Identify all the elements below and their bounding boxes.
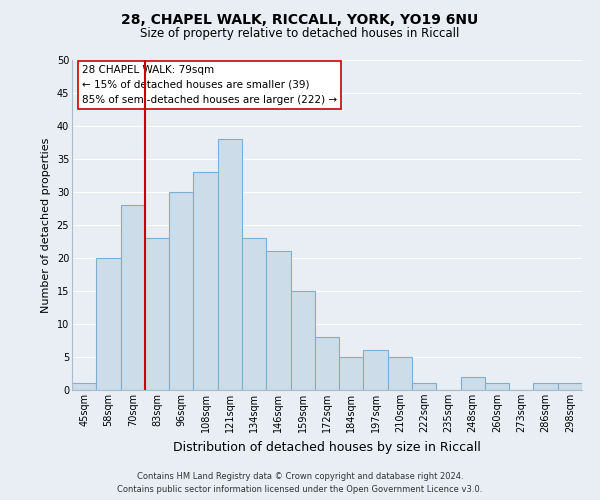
Bar bbox=[145, 238, 169, 390]
Bar bbox=[461, 377, 485, 390]
Bar bbox=[412, 384, 436, 390]
Text: 28 CHAPEL WALK: 79sqm
← 15% of detached houses are smaller (39)
85% of semi-deta: 28 CHAPEL WALK: 79sqm ← 15% of detached … bbox=[82, 65, 337, 104]
Bar bbox=[558, 384, 582, 390]
Bar bbox=[290, 291, 315, 390]
Y-axis label: Number of detached properties: Number of detached properties bbox=[41, 138, 51, 312]
Bar bbox=[72, 384, 96, 390]
Text: Contains HM Land Registry data © Crown copyright and database right 2024.
Contai: Contains HM Land Registry data © Crown c… bbox=[118, 472, 482, 494]
X-axis label: Distribution of detached houses by size in Riccall: Distribution of detached houses by size … bbox=[173, 440, 481, 454]
Bar bbox=[485, 384, 509, 390]
Bar bbox=[218, 139, 242, 390]
Bar bbox=[242, 238, 266, 390]
Text: 28, CHAPEL WALK, RICCALL, YORK, YO19 6NU: 28, CHAPEL WALK, RICCALL, YORK, YO19 6NU bbox=[121, 12, 479, 26]
Bar bbox=[339, 357, 364, 390]
Text: Size of property relative to detached houses in Riccall: Size of property relative to detached ho… bbox=[140, 28, 460, 40]
Bar bbox=[364, 350, 388, 390]
Bar bbox=[315, 337, 339, 390]
Bar bbox=[193, 172, 218, 390]
Bar bbox=[96, 258, 121, 390]
Bar bbox=[169, 192, 193, 390]
Bar bbox=[533, 384, 558, 390]
Bar bbox=[388, 357, 412, 390]
Bar bbox=[266, 252, 290, 390]
Bar bbox=[121, 205, 145, 390]
